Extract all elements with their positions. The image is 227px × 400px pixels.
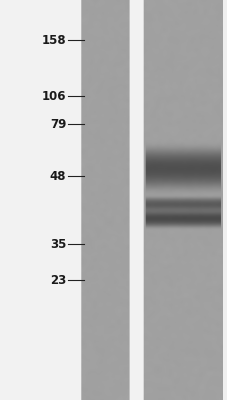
Text: 106: 106 xyxy=(42,90,66,102)
Text: 158: 158 xyxy=(42,34,66,46)
Text: 23: 23 xyxy=(50,274,66,286)
Text: 79: 79 xyxy=(50,118,66,130)
Text: 35: 35 xyxy=(50,238,66,250)
Text: 48: 48 xyxy=(49,170,66,182)
